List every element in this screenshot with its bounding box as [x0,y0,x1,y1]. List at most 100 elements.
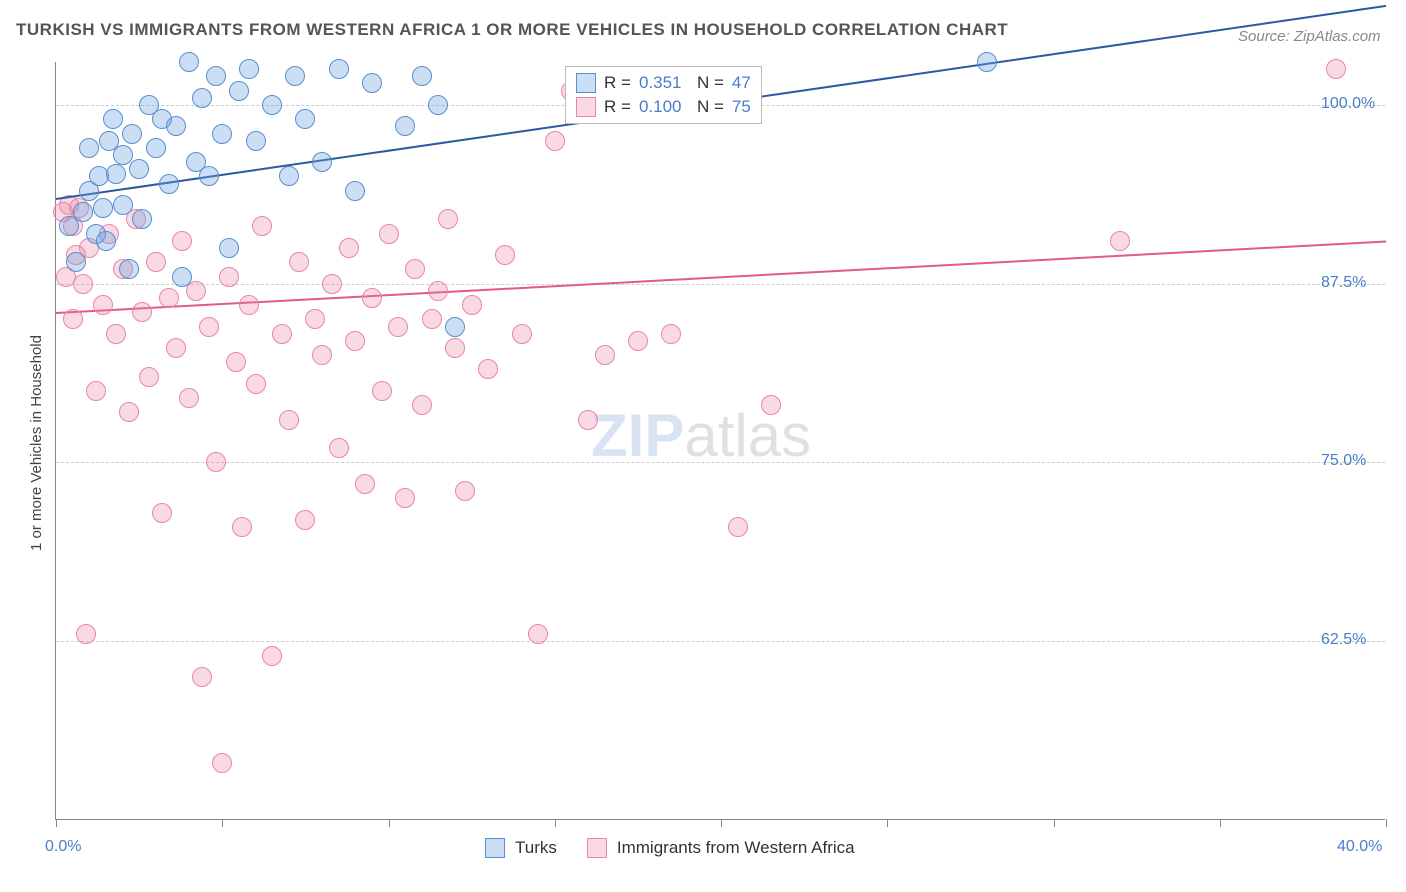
legend-label: Immigrants from Western Africa [617,838,855,858]
data-point [219,267,239,287]
y-tick-label: 62.5% [1321,631,1366,649]
data-point [219,238,239,258]
watermark-atlas: atlas [684,402,811,469]
data-point [103,109,123,129]
data-point [661,324,681,344]
data-point [192,667,212,687]
stats-row: R = 0.351 N = 47 [576,71,751,95]
data-point [192,88,212,108]
data-point [362,288,382,308]
data-point [1110,231,1130,251]
data-point [628,331,648,351]
data-point [232,517,252,537]
watermark-zip: ZIP [591,402,684,469]
data-point [345,181,365,201]
data-point [73,274,93,294]
data-point [229,81,249,101]
data-point [395,488,415,508]
x-tick [222,819,223,827]
data-point [295,510,315,530]
data-point [226,352,246,372]
x-tick-label-min: 0.0% [45,838,81,856]
x-tick [721,819,722,827]
chart-title: TURKISH VS IMMIGRANTS FROM WESTERN AFRIC… [16,20,1008,40]
data-point [199,166,219,186]
x-tick [56,819,57,827]
data-point [119,402,139,422]
data-point [212,753,232,773]
data-point [412,66,432,86]
data-point [96,231,116,251]
legend-swatch [485,838,505,858]
y-axis-title: 1 or more Vehicles in Household [28,335,45,551]
data-point [279,166,299,186]
data-point [159,174,179,194]
data-point [166,116,186,136]
data-point [262,646,282,666]
x-tick-label-max: 40.0% [1337,838,1382,856]
data-point [86,381,106,401]
data-point [422,309,442,329]
data-point [545,131,565,151]
data-point [329,59,349,79]
n-label: N = [697,97,724,117]
data-point [76,624,96,644]
data-point [312,152,332,172]
data-point [146,138,166,158]
data-point [578,410,598,430]
data-point [106,324,126,344]
data-point [262,95,282,115]
data-point [279,410,299,430]
data-point [322,274,342,294]
x-tick [555,819,556,827]
y-tick-label: 100.0% [1321,95,1375,113]
data-point [761,395,781,415]
series-legend: Turks Immigrants from Western Africa [485,838,875,858]
gridline [56,284,1385,285]
gridline [56,641,1385,642]
data-point [405,259,425,279]
data-point [438,209,458,229]
n-value: 47 [732,73,751,93]
data-point [462,295,482,315]
data-point [445,317,465,337]
data-point [252,216,272,236]
data-point [312,345,332,365]
x-tick [1386,819,1387,827]
data-point [495,245,515,265]
data-point [412,395,432,415]
gridline [56,462,1385,463]
data-point [79,138,99,158]
data-point [113,145,133,165]
data-point [159,288,179,308]
n-value: 75 [732,97,751,117]
r-value: 0.351 [639,73,689,93]
data-point [345,331,365,351]
legend-swatch [587,838,607,858]
data-point [339,238,359,258]
data-point [246,131,266,151]
r-label: R = [604,73,631,93]
data-point [166,338,186,358]
data-point [372,381,392,401]
n-label: N = [697,73,724,93]
data-point [1326,59,1346,79]
data-point [93,198,113,218]
data-point [295,109,315,129]
data-point [362,73,382,93]
legend-label: Turks [515,838,557,858]
data-point [73,202,93,222]
data-point [239,295,259,315]
data-point [199,317,219,337]
data-point [212,124,232,144]
r-value: 0.100 [639,97,689,117]
data-point [388,317,408,337]
data-point [152,503,172,523]
data-point [93,295,113,315]
data-point [428,95,448,115]
data-point [179,52,199,72]
data-point [122,124,142,144]
data-point [132,209,152,229]
data-point [129,159,149,179]
data-point [206,452,226,472]
